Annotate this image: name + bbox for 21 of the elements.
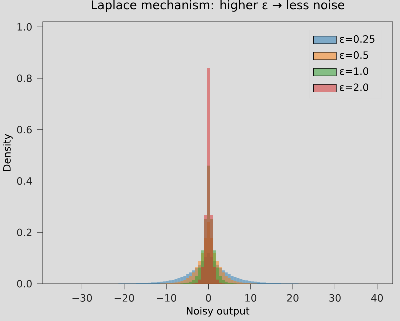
y-axis-title: Density [3,134,13,172]
x-tick-label: 30 [330,294,341,302]
x-tick-label: 0 [206,294,212,302]
y-tick-label: 0.6 [17,126,32,134]
y-tick-label: 0.4 [17,177,32,186]
x-axis-title: Noisy output [187,307,250,317]
x-tick-label: 10 [246,294,257,302]
legend-label: ε=1.0 [340,68,369,76]
legend-label: ε=0.25 [340,35,375,44]
legend-label: ε=2.0 [340,84,369,92]
x-tick-label: 20 [287,294,299,302]
y-tick-label: 0.2 [17,228,32,236]
x-tick-label: −30 [72,294,92,302]
x-tick-label: 40 [372,294,384,302]
y-tick-label: 0.0 [17,280,32,288]
x-tick-label: −20 [114,294,134,302]
legend-label: ε=0.5 [340,52,368,60]
y-tick-label: 1.0 [18,23,32,31]
chart-title: Laplace mechanism: higher ε → less noise [92,0,344,12]
x-tick-label: −10 [157,294,176,302]
y-tick-label: 0.8 [17,74,32,82]
